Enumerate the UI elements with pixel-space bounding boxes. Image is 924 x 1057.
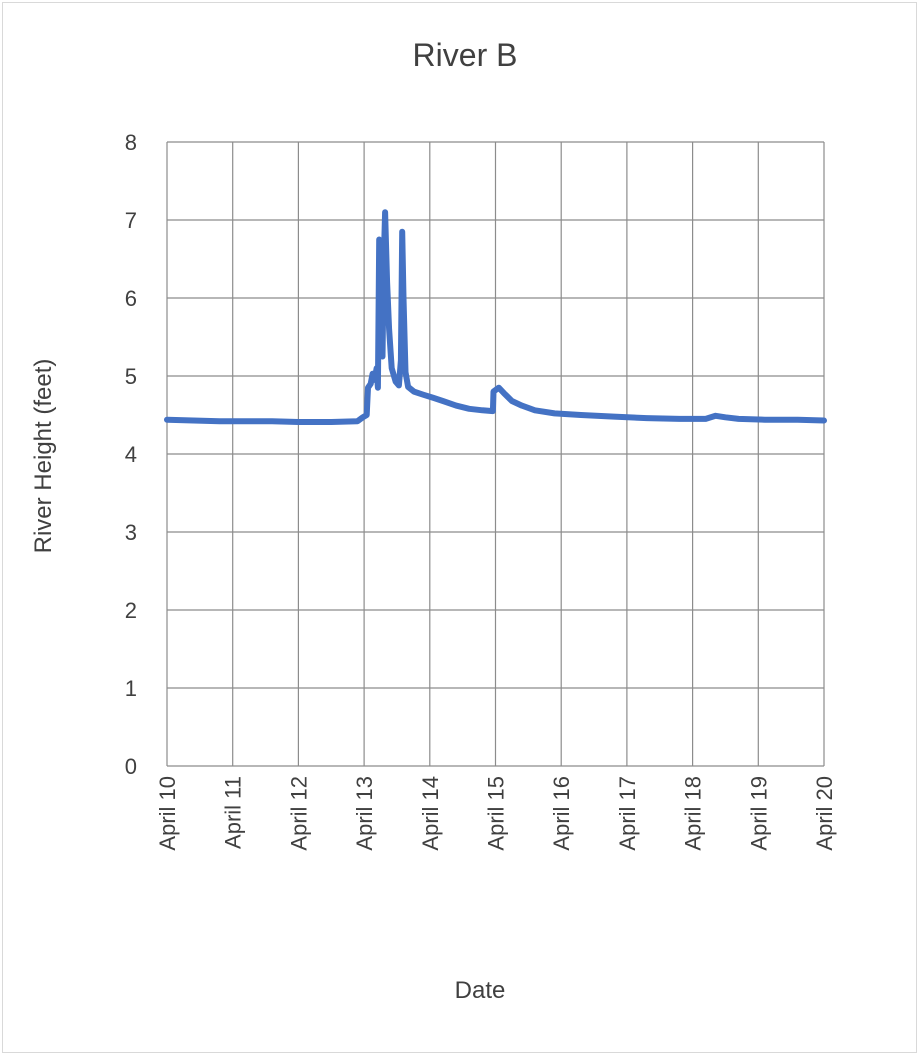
y-axis-ticks: 0 1 2 3 4 5 6 7 8 <box>125 130 137 779</box>
x-tick-label: April 19 <box>746 776 771 851</box>
x-tick-label: April 17 <box>615 776 640 851</box>
y-tick-label: 3 <box>125 520 137 545</box>
x-tick-label: April 20 <box>812 776 837 851</box>
y-tick-label: 6 <box>125 286 137 311</box>
y-tick-label: 5 <box>125 364 137 389</box>
x-tick-label: April 11 <box>221 776 246 849</box>
y-tick-label: 4 <box>125 442 137 467</box>
y-tick-label: 8 <box>125 130 137 155</box>
x-tick-label: April 16 <box>549 776 574 851</box>
y-tick-label: 2 <box>125 598 137 623</box>
x-axis-ticks: April 10 April 11 April 12 April 13 April 14… <box>155 776 837 851</box>
y-tick-label: 1 <box>125 676 137 701</box>
x-axis-title: Date <box>455 977 506 1004</box>
chart-title: River B <box>413 37 518 73</box>
river-height-line <box>164 209 827 425</box>
y-tick-label: 7 <box>125 208 137 233</box>
y-axis-title: River Height (feet) <box>30 359 57 554</box>
x-tick-label: April 14 <box>418 776 443 851</box>
x-tick-label: April 10 <box>155 776 180 851</box>
x-tick-label: April 13 <box>352 776 377 851</box>
x-tick-label: April 18 <box>681 776 706 851</box>
x-tick-label: April 15 <box>484 776 509 851</box>
series-layer <box>164 209 827 425</box>
gridlines <box>166 141 825 767</box>
y-tick-label: 0 <box>125 754 137 779</box>
x-tick-label: April 12 <box>286 776 311 851</box>
